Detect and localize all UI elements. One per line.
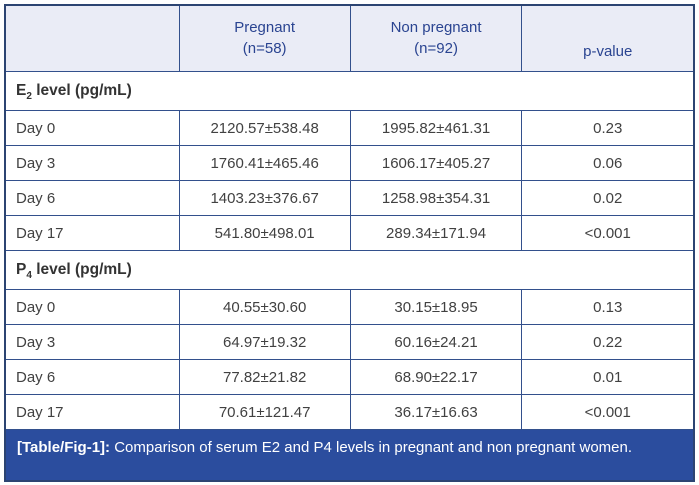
table-frame: Pregnant (n=58) Non pregnant (n=92) p-va…	[4, 4, 695, 482]
p-value: 0.01	[521, 359, 693, 395]
pregnant-value: 77.82±21.82	[178, 359, 351, 395]
p-value: 0.13	[521, 289, 693, 325]
nonpregnant-value: 1995.82±461.31	[349, 110, 523, 146]
pregnant-value: 1403.23±376.67	[178, 180, 351, 216]
header-nonpregnant: Non pregnant (n=92)	[349, 6, 523, 72]
header-pregnant-line2: (n=58)	[242, 39, 287, 57]
p-value: <0.001	[521, 215, 693, 251]
nonpregnant-value: 68.90±22.17	[349, 359, 523, 395]
section-row-e2: E2 level (pg/mL)	[6, 71, 693, 111]
pregnant-value: 70.61±121.47	[178, 394, 351, 430]
p-value: 0.02	[521, 180, 693, 216]
pregnant-value: 40.55±30.60	[178, 289, 351, 325]
p-value: 0.23	[521, 110, 693, 146]
header-pregnant-line1: Pregnant	[234, 19, 296, 37]
header-nonpregnant-line1: Non pregnant	[390, 19, 482, 37]
section-p4-symbol: P	[16, 261, 27, 278]
header-empty-cell	[6, 6, 180, 72]
table-row: Day 0 40.55±30.60 30.15±18.95 0.13	[6, 289, 693, 325]
section-title-e2: E2 level (pg/mL)	[6, 71, 693, 111]
header-pvalue: p-value	[521, 6, 693, 72]
header-nonpregnant-line2: (n=92)	[414, 39, 458, 57]
nonpregnant-value: 1258.98±354.31	[349, 180, 523, 216]
section-row-p4: P4 level (pg/mL)	[6, 250, 693, 290]
table-header-row: Pregnant (n=58) Non pregnant (n=92) p-va…	[6, 6, 693, 72]
nonpregnant-value: 30.15±18.95	[349, 289, 523, 325]
row-label: Day 6	[6, 180, 180, 216]
table-row: Day 0 2120.57±538.48 1995.82±461.31 0.23	[6, 110, 693, 146]
p-value: <0.001	[521, 394, 693, 430]
section-e2-symbol: E	[16, 82, 27, 99]
pregnant-value: 541.80±498.01	[178, 215, 351, 251]
table-row: Day 17 70.61±121.47 36.17±16.63 <0.001	[6, 394, 693, 430]
nonpregnant-value: 289.34±171.94	[349, 215, 523, 251]
figure-caption: [Table/Fig-1]: Comparison of serum E2 an…	[6, 430, 693, 480]
pregnant-value: 2120.57±538.48	[178, 110, 351, 146]
row-label: Day 3	[6, 324, 180, 360]
table-row: Day 6 1403.23±376.67 1258.98±354.31 0.02	[6, 180, 693, 216]
row-label: Day 3	[6, 145, 180, 181]
row-label: Day 17	[6, 394, 180, 430]
table-row: Day 3 1760.41±465.46 1606.17±405.27 0.06	[6, 145, 693, 181]
header-pregnant: Pregnant (n=58)	[178, 6, 351, 72]
section-p4-units: level (pg/mL)	[31, 261, 132, 278]
nonpregnant-value: 60.16±24.21	[349, 324, 523, 360]
pregnant-value: 64.97±19.32	[178, 324, 351, 360]
row-label: Day 17	[6, 215, 180, 251]
section-e2-subscript: 2	[26, 91, 32, 103]
nonpregnant-value: 1606.17±405.27	[349, 145, 523, 181]
caption-label: [Table/Fig-1]:	[17, 439, 111, 456]
table-row: Day 17 541.80±498.01 289.34±171.94 <0.00…	[6, 215, 693, 251]
section-e2-units: level (pg/mL)	[31, 82, 132, 99]
caption-text: Comparison of serum E2 and P4 levels in …	[110, 439, 633, 456]
p-value: 0.06	[521, 145, 693, 181]
p-value: 0.22	[521, 324, 693, 360]
section-p4-subscript: 4	[26, 270, 32, 282]
section-title-p4: P4 level (pg/mL)	[6, 250, 693, 290]
pregnant-value: 1760.41±465.46	[178, 145, 351, 181]
table-row: Day 3 64.97±19.32 60.16±24.21 0.22	[6, 324, 693, 360]
comparison-table: Pregnant (n=58) Non pregnant (n=92) p-va…	[6, 6, 693, 430]
nonpregnant-value: 36.17±16.63	[349, 394, 523, 430]
row-label: Day 0	[6, 289, 180, 325]
table-row: Day 6 77.82±21.82 68.90±22.17 0.01	[6, 359, 693, 395]
row-label: Day 0	[6, 110, 180, 146]
row-label: Day 6	[6, 359, 180, 395]
